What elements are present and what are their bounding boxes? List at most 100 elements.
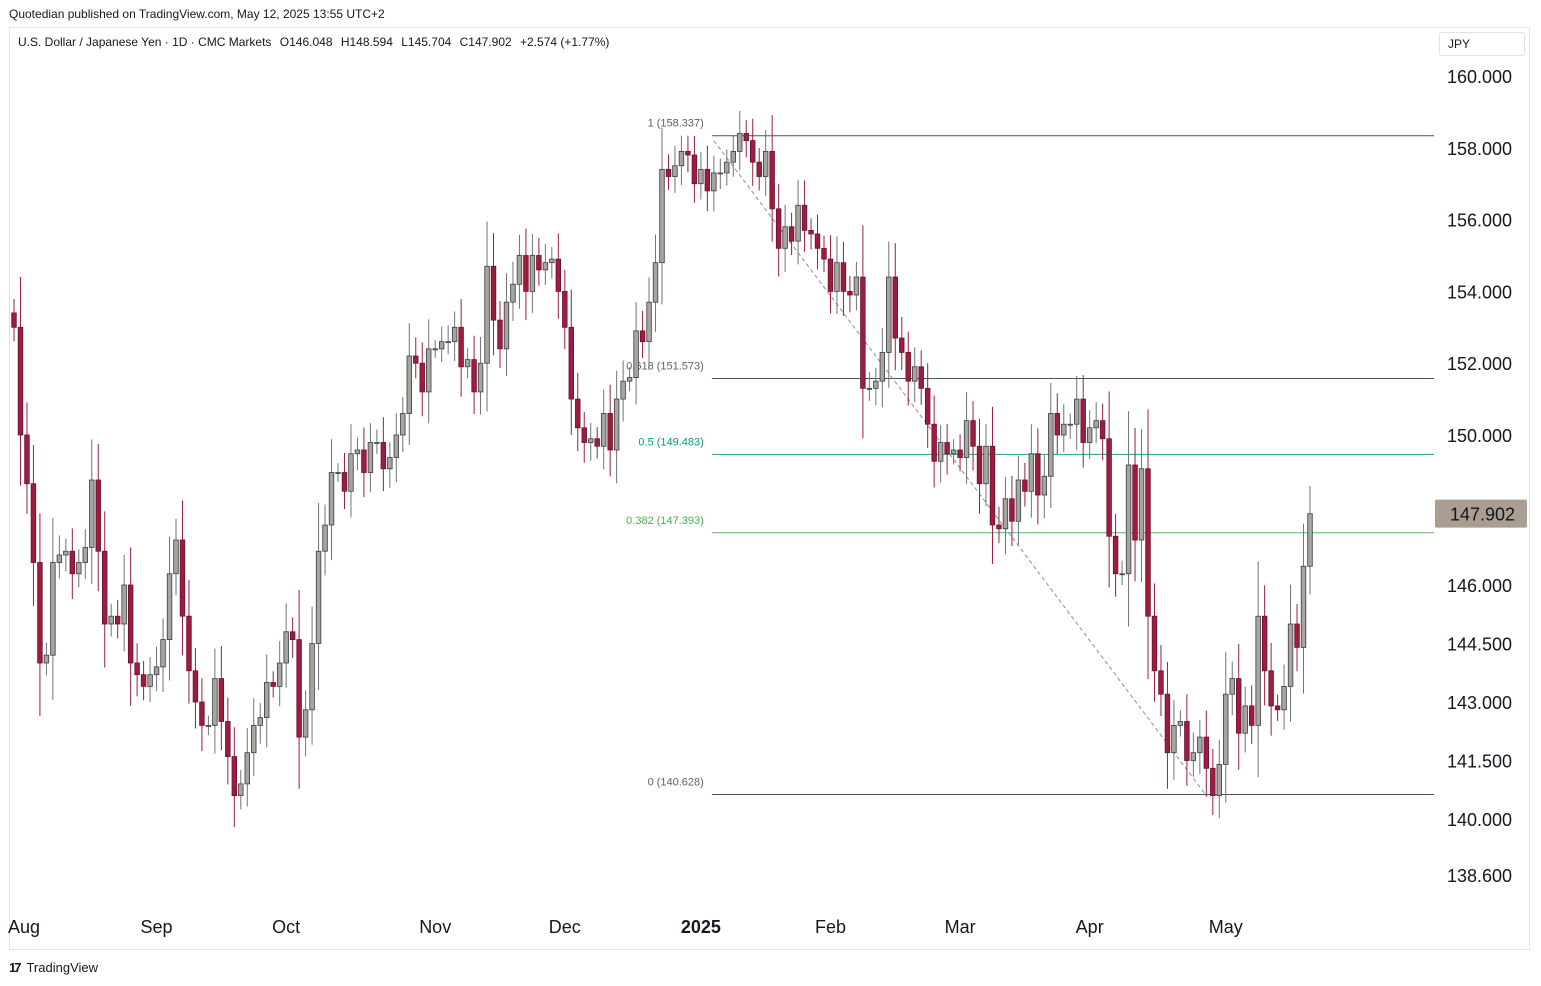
candle-body	[419, 362, 425, 393]
tradingview-logo-icon: 17	[9, 960, 22, 975]
currency-button[interactable]: JPY	[1439, 32, 1525, 56]
candle-body	[769, 150, 775, 210]
candle-body	[283, 631, 289, 664]
candle-body	[652, 262, 659, 303]
low-value: L145.704	[401, 35, 452, 49]
candle-body	[756, 161, 762, 177]
candle-body	[672, 165, 678, 177]
candle-body	[11, 312, 17, 328]
change-value: +2.574 (+1.77%)	[520, 35, 610, 49]
candle-body	[393, 434, 400, 458]
candle-body	[289, 631, 296, 640]
candle-body	[458, 326, 464, 368]
candle-body	[957, 449, 963, 458]
candle-body	[1138, 468, 1145, 541]
time-axis-label: Aug	[8, 917, 40, 937]
candle-body	[555, 258, 562, 292]
candle-body	[1086, 427, 1093, 443]
candle-body	[633, 330, 639, 378]
candle-body	[594, 438, 600, 447]
candle-body	[212, 678, 218, 726]
candle-body	[639, 330, 646, 343]
candle-body	[1061, 423, 1067, 436]
candle-body	[899, 337, 905, 353]
candle-body	[264, 682, 270, 718]
time-axis-label: Dec	[549, 917, 581, 937]
candle-body	[76, 562, 82, 575]
candle-body	[1099, 420, 1106, 440]
candle-body	[1132, 464, 1138, 541]
candle-body	[600, 413, 607, 447]
footer-brand[interactable]: 17 TradingView	[9, 960, 98, 975]
candle-body	[834, 262, 840, 292]
candle-body	[879, 352, 886, 382]
candle-body	[588, 438, 594, 443]
candle-body	[251, 725, 257, 754]
candle-body	[348, 453, 354, 492]
candle-body	[1184, 721, 1190, 761]
candle-body	[1300, 565, 1307, 648]
time-axis-label: 2025	[681, 917, 721, 937]
candle-body	[484, 265, 490, 364]
candle-body	[1274, 705, 1281, 711]
candle-body	[186, 615, 192, 672]
candle-body	[607, 413, 613, 451]
fib-level-label: 0.5 (149.483)	[638, 436, 703, 448]
candle-body	[400, 413, 406, 436]
candle-body	[179, 539, 186, 617]
candle-body	[1229, 678, 1235, 695]
candle-body	[821, 247, 827, 260]
candle-body	[853, 276, 860, 296]
candle-body	[432, 348, 438, 351]
candle-body	[523, 255, 529, 292]
candle-body	[231, 756, 238, 796]
candle-body	[698, 168, 704, 185]
candle-body	[361, 449, 367, 473]
candle-body	[646, 301, 652, 343]
candle-body	[704, 168, 711, 192]
candle-body	[1261, 615, 1268, 672]
candle-body	[1210, 767, 1216, 796]
candle-body	[322, 524, 328, 552]
candle-body	[1307, 513, 1313, 567]
time-axis-label: Mar	[945, 917, 976, 937]
candle-body	[1158, 670, 1164, 695]
candle-body	[905, 352, 911, 382]
candle-body	[866, 387, 873, 390]
candle-body	[944, 442, 950, 455]
price-axis-tick: 150.000	[1447, 426, 1512, 446]
candle-body	[1145, 468, 1151, 617]
candle-body	[1151, 615, 1158, 672]
candle-body	[665, 168, 672, 177]
candle-body	[678, 150, 685, 167]
candle-body	[134, 662, 140, 676]
candle-body	[244, 752, 250, 785]
symbol-name[interactable]: U.S. Dollar / Japanese Yen · 1D · CMC Ma…	[18, 35, 272, 49]
candle-body	[1015, 479, 1022, 522]
candle-body	[127, 584, 134, 664]
candle-body	[730, 150, 736, 163]
candle-body	[950, 449, 957, 455]
candle-body	[724, 161, 730, 174]
candle-body	[341, 472, 348, 492]
candle-body	[354, 449, 361, 455]
candle-body	[114, 615, 121, 625]
candle-body	[445, 341, 451, 344]
close-value: C147.902	[459, 35, 512, 49]
price-axis-tick: 141.500	[1447, 752, 1512, 772]
time-axis-label: May	[1209, 917, 1243, 937]
candle-body	[218, 678, 225, 722]
candle-body	[140, 674, 147, 687]
candle-body	[762, 150, 769, 177]
candle-body	[335, 472, 341, 474]
time-axis-label: Nov	[419, 917, 451, 937]
candle-body	[276, 662, 283, 687]
candle-body	[562, 290, 568, 328]
candle-body	[108, 615, 114, 625]
candle-body	[160, 639, 166, 668]
candle-body	[568, 326, 574, 400]
candle-body	[1190, 752, 1197, 761]
candle-body	[549, 258, 555, 264]
candle-body	[976, 445, 983, 485]
